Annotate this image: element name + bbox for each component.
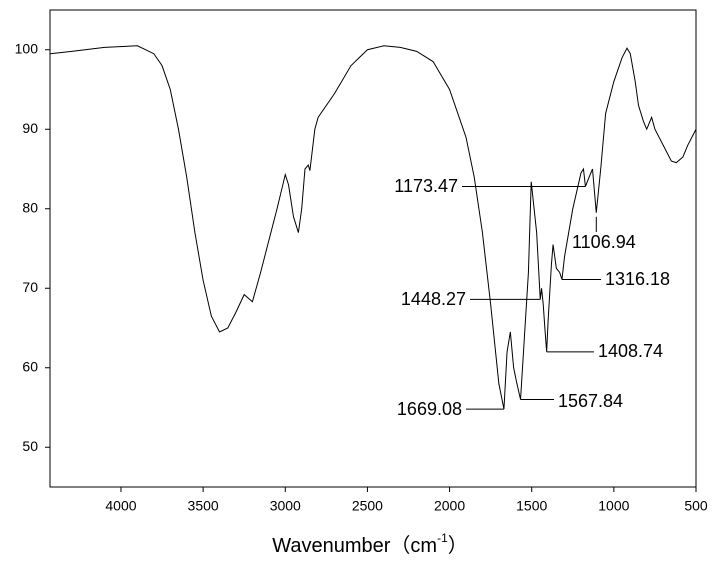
annotation-label: 1173.47 [394,176,458,196]
y-tick-label: 90 [22,120,38,136]
y-tick-label: 60 [22,358,38,374]
annotation-label: 1669.08 [397,399,462,419]
x-label-text: Wavenumber（cm [272,534,437,557]
plot-frame [49,9,697,488]
x-tick-label: 1000 [598,498,629,514]
x-tick-label: 2500 [352,498,383,514]
x-tick-label: 4000 [105,498,136,514]
annotation-label: 1316.18 [605,269,670,289]
x-tick-label: 2000 [434,498,465,514]
annotation-label: 1106.94 [572,232,636,252]
annotation-label: 1408.74 [598,341,663,361]
y-tick-label: 80 [22,199,38,215]
x-tick-label: 3000 [270,498,301,514]
x-tick-label: 1500 [516,498,547,514]
y-tick-label: 100 [15,40,39,56]
y-tick-label: 50 [22,438,38,454]
x-label-suffix: ） [448,534,468,557]
y-tick-label: 70 [22,279,38,295]
x-axis-label: Wavenumber（cm-1） [272,531,468,557]
annotation-label: 1448.27 [401,289,466,309]
x-label-sup: -1 [437,531,448,545]
spectrum-line [49,45,697,410]
x-tick-label: 500 [684,498,708,514]
x-tick-label: 3500 [188,498,219,514]
annotation-label: 1567.84 [558,391,623,411]
